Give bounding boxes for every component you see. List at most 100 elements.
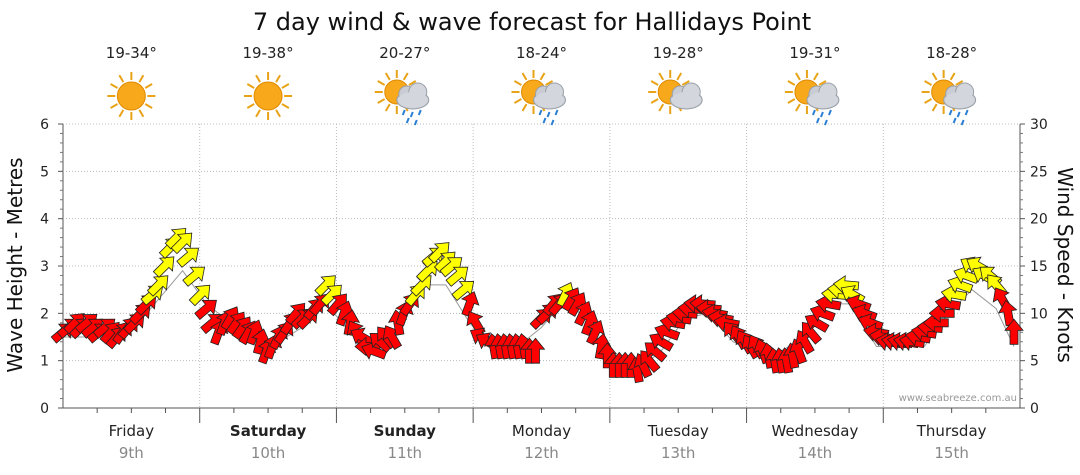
sun-disc xyxy=(116,81,146,111)
wind-arrow xyxy=(152,256,175,278)
wind-arrow-shape xyxy=(525,337,546,364)
sun-ray xyxy=(275,74,281,83)
rain-drop xyxy=(550,119,555,126)
rain-drop xyxy=(542,117,547,124)
sun-ray xyxy=(545,80,554,86)
sun-ray xyxy=(818,80,827,86)
wind-arrow xyxy=(170,232,193,255)
left-tick-label: 2 xyxy=(40,306,49,322)
left-axis-ticks: 0 1 2 3 4 5 6 xyxy=(40,117,63,417)
wind-arrow xyxy=(194,299,217,320)
right-axis-title: Wind Speed - Knots xyxy=(1053,167,1077,363)
rain-drop xyxy=(546,111,551,118)
day-date: 13th xyxy=(661,444,695,462)
wind-arrow-shape xyxy=(188,284,211,307)
sun-ray xyxy=(246,103,255,109)
day-name: Thursday xyxy=(916,422,987,440)
wind-arrow-shape xyxy=(182,266,206,287)
day-weather-wednesday: 19-31° xyxy=(784,44,840,126)
wind-arrow-shape xyxy=(170,232,193,255)
sun-ray xyxy=(255,74,261,83)
rain-drop xyxy=(956,111,961,118)
temperature-range: 19-38° xyxy=(243,44,294,62)
wind-arrow-shape xyxy=(1004,318,1024,345)
rain-drop xyxy=(964,109,969,116)
sun-ray xyxy=(924,98,933,104)
wind-arrow-shape xyxy=(194,299,217,320)
wind-arrow xyxy=(445,266,469,287)
left-tick-label: 4 xyxy=(40,212,49,228)
sun-ray xyxy=(658,103,665,112)
sun-ray xyxy=(658,72,665,81)
wind-arrow xyxy=(1004,318,1024,345)
site-credit: www.seabreeze.com.au xyxy=(899,393,1017,404)
temperature-range: 18-24° xyxy=(516,44,567,62)
right-tick-label: 5 xyxy=(1030,354,1039,370)
day-date: 12th xyxy=(524,444,558,462)
day-date: 9th xyxy=(119,444,144,462)
sun-ray xyxy=(787,98,796,104)
left-tick-label: 6 xyxy=(40,117,49,133)
left-tick-label: 5 xyxy=(40,164,49,180)
wind-arrow xyxy=(146,275,169,297)
sun-ray xyxy=(795,72,801,81)
sun-ray xyxy=(539,72,546,81)
rain-drop xyxy=(960,119,965,126)
sun-cloud-rain-icon xyxy=(784,70,840,126)
wind-arrow-shape xyxy=(176,247,200,268)
sun-ray xyxy=(110,83,119,89)
sun-ray xyxy=(924,80,933,86)
wind-speed-series xyxy=(50,227,1024,384)
gridlines xyxy=(63,123,1020,423)
cloud-fill xyxy=(534,92,565,108)
sun-disc xyxy=(253,81,283,111)
sun-ray xyxy=(795,103,801,112)
sun-ray xyxy=(949,72,956,81)
day-weather-saturday: 19-38° xyxy=(243,44,294,120)
sun-ray xyxy=(931,72,938,81)
rain-drop xyxy=(409,111,414,118)
sun-ray xyxy=(681,80,690,86)
rain-drop xyxy=(828,109,832,116)
sun-ray xyxy=(402,72,409,81)
day-date: 11th xyxy=(388,444,422,462)
sun-ray xyxy=(377,98,386,104)
sun-ray xyxy=(931,103,938,112)
day-labels: Friday 9th Saturday 10th Sunday 11th Monday 12t… xyxy=(109,422,987,462)
wind-arrow xyxy=(597,342,618,369)
sun-ray xyxy=(676,72,683,81)
sun-ray xyxy=(246,83,255,89)
day-weather-thursday: 18-28° xyxy=(921,44,977,126)
day-name: Friday xyxy=(109,422,155,440)
sun-ray xyxy=(138,109,145,118)
day-weather-friday: 19-34° xyxy=(106,44,157,120)
sun-ray xyxy=(650,98,659,104)
sun-icon xyxy=(107,72,156,120)
wind-arrow xyxy=(460,291,480,318)
day-date: 15th xyxy=(934,444,968,462)
sun-icon xyxy=(244,72,293,120)
day-weather-sunday: 20-27° xyxy=(374,44,430,126)
sun-ray xyxy=(513,98,522,104)
wind-arrow-shape xyxy=(597,342,618,369)
wind-arrow-shape xyxy=(146,275,169,297)
day-date: 10th xyxy=(251,444,285,462)
sun-ray xyxy=(787,80,796,86)
right-axis-ticks: 0 5 10 15 20 25 30 xyxy=(1020,117,1048,417)
sun-ray xyxy=(650,80,659,86)
left-tick-label: 1 xyxy=(40,354,49,370)
temperature-range: 20-27° xyxy=(379,44,430,62)
right-tick-label: 0 xyxy=(1030,401,1039,417)
day-weather-monday: 18-24° xyxy=(511,44,567,126)
left-axis-title: Wave Height - Metres xyxy=(3,157,27,372)
sun-ray xyxy=(281,83,290,89)
wind-arrow xyxy=(525,337,546,364)
right-tick-label: 20 xyxy=(1030,212,1048,228)
day-date: 14th xyxy=(798,444,832,462)
sun-ray xyxy=(384,103,391,112)
cloud-fill xyxy=(807,92,838,108)
sun-ray xyxy=(955,80,964,86)
temperature-range: 19-31° xyxy=(789,44,840,62)
rain-drop xyxy=(417,109,422,116)
